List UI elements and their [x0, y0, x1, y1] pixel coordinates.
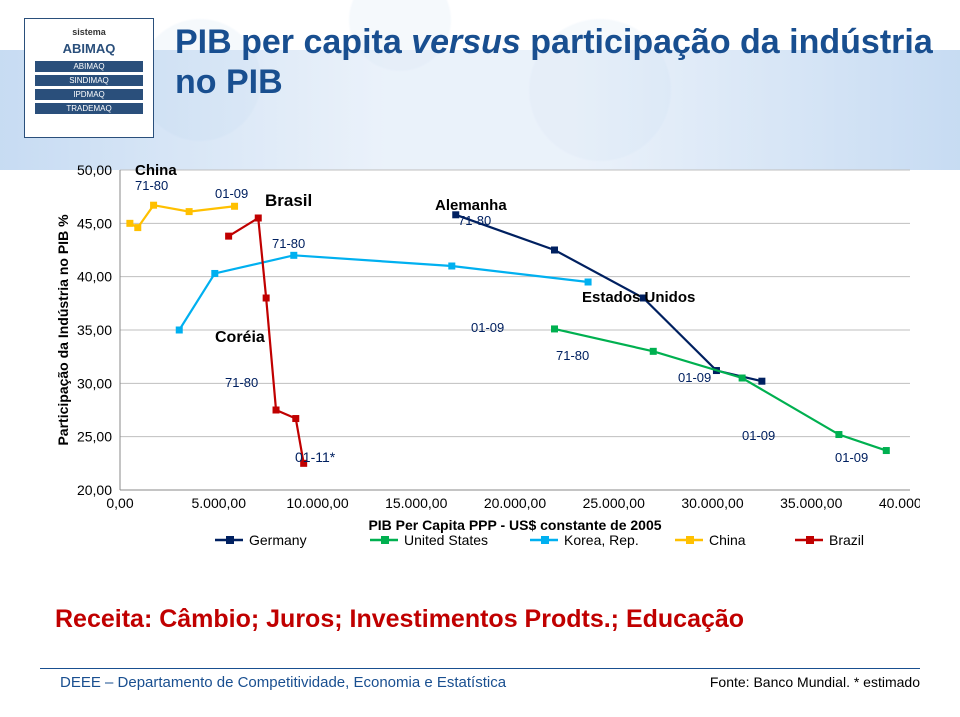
svg-text:United States: United States	[404, 532, 488, 548]
chart-svg: 20,0025,0030,0035,0040,0045,0050,000,005…	[50, 160, 920, 580]
svg-text:25,00: 25,00	[77, 429, 112, 445]
svg-text:0,00: 0,00	[106, 495, 133, 511]
svg-text:Participação da Indústria no P: Participação da Indústria no PIB %	[55, 214, 71, 446]
svg-text:71-80: 71-80	[135, 178, 168, 193]
svg-text:Coréia: Coréia	[215, 329, 265, 346]
svg-text:50,00: 50,00	[77, 162, 112, 178]
logo-top: sistema	[29, 25, 149, 39]
svg-text:10.000,00: 10.000,00	[286, 495, 348, 511]
svg-text:01-11*: 01-11*	[295, 449, 336, 465]
logo-sub-0: ABIMAQ	[35, 61, 143, 72]
svg-text:01-09: 01-09	[678, 370, 711, 385]
chart: 20,0025,0030,0035,0040,0045,0050,000,005…	[50, 160, 920, 580]
logo-sub-2: IPDMAQ	[35, 89, 143, 100]
svg-text:Brasil: Brasil	[265, 191, 312, 210]
svg-text:71-80: 71-80	[556, 348, 589, 363]
footer-left: DEEE – Departamento de Competitividade, …	[60, 674, 506, 691]
svg-text:Korea, Rep.: Korea, Rep.	[564, 532, 639, 548]
svg-text:30,00: 30,00	[77, 375, 112, 391]
logo-main: ABIMAQ	[29, 39, 149, 58]
svg-text:40,00: 40,00	[77, 269, 112, 285]
svg-text:35.000,00: 35.000,00	[780, 495, 842, 511]
svg-text:PIB Per Capita PPP - US$ cons: PIB Per Capita PPP - US$ constante de 20…	[368, 517, 661, 533]
svg-text:35,00: 35,00	[77, 322, 112, 338]
svg-text:71-80: 71-80	[458, 213, 491, 228]
svg-text:China: China	[135, 162, 177, 179]
logo-box: sistema ABIMAQ ABIMAQ SINDIMAQ IPDMAQ TR…	[24, 18, 154, 138]
svg-text:30.000,00: 30.000,00	[681, 495, 743, 511]
svg-text:Alemanha: Alemanha	[435, 197, 507, 214]
svg-text:Germany: Germany	[249, 532, 307, 548]
svg-text:01-09: 01-09	[835, 450, 868, 465]
svg-text:20.000,00: 20.000,00	[484, 495, 546, 511]
logo-sub-3: TRADEMAQ	[35, 103, 143, 114]
slide-root: sistema ABIMAQ ABIMAQ SINDIMAQ IPDMAQ TR…	[0, 0, 960, 717]
svg-text:Brazil: Brazil	[829, 532, 864, 548]
title-italic: versus	[411, 23, 521, 61]
svg-text:15.000,00: 15.000,00	[385, 495, 447, 511]
page-title: PIB per capita versus participação da in…	[175, 22, 960, 102]
title-part1: PIB per capita	[175, 23, 411, 61]
footer-right: Fonte: Banco Mundial. * estimado	[710, 674, 920, 690]
svg-text:45,00: 45,00	[77, 215, 112, 231]
svg-text:Estados Unidos: Estados Unidos	[582, 289, 695, 306]
svg-text:71-80: 71-80	[225, 375, 258, 390]
svg-text:01-09: 01-09	[215, 186, 248, 201]
svg-text:40.000,00: 40.000,00	[879, 495, 920, 511]
svg-text:71-80: 71-80	[272, 236, 305, 251]
subtitle: Receita: Câmbio; Juros; Investimentos Pr…	[55, 605, 905, 634]
svg-text:China: China	[709, 532, 746, 548]
footer-divider	[40, 668, 920, 670]
svg-text:5.000,00: 5.000,00	[192, 495, 247, 511]
svg-text:25.000,00: 25.000,00	[583, 495, 645, 511]
logo-sub-1: SINDIMAQ	[35, 75, 143, 86]
svg-text:01-09: 01-09	[471, 320, 504, 335]
svg-text:01-09: 01-09	[742, 428, 775, 443]
